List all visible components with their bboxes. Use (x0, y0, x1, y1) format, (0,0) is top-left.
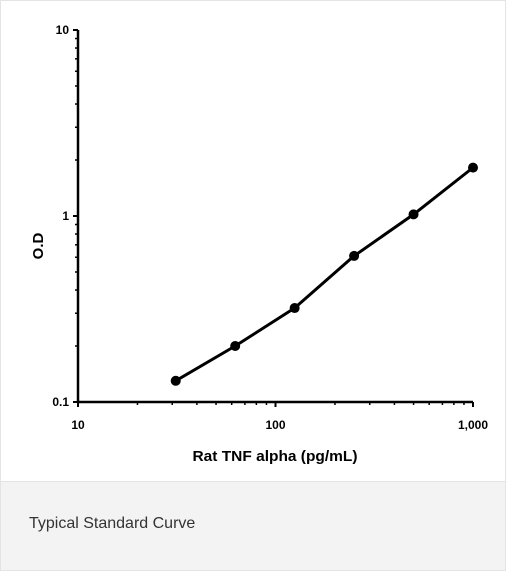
standard-curve-chart: 10 100 1,000 0.1 1 10 Rat TNF alpha (pg/mL) O… (30, 23, 488, 465)
data-point (468, 162, 478, 173)
x-tick-label: 10 (71, 418, 85, 432)
plot-area: 10 100 1,000 0.1 1 10 Rat TNF alpha (pg/mL) O… (1, 1, 505, 482)
y-axis-label: O.D (30, 233, 47, 260)
y-tick-label: 10 (56, 23, 70, 37)
y-tick-label: 0.1 (52, 395, 69, 409)
data-point (230, 341, 241, 352)
series (170, 162, 478, 386)
ticks (73, 29, 474, 407)
series-line (174, 166, 474, 383)
x-tick-label: 100 (265, 418, 285, 432)
data-point (170, 375, 181, 386)
data-point (349, 250, 360, 261)
x-tick-label: 1,000 (458, 418, 488, 432)
x-axis-label: Rat TNF alpha (pg/mL) (193, 448, 358, 465)
caption-text: Typical Standard Curve (29, 515, 196, 532)
y-tick-label: 1 (62, 209, 69, 223)
caption-bar: Typical Standard Curve (1, 482, 505, 570)
tick-labels: 10 100 1,000 0.1 1 10 (52, 23, 488, 432)
data-point (408, 209, 419, 220)
data-point (289, 303, 300, 314)
